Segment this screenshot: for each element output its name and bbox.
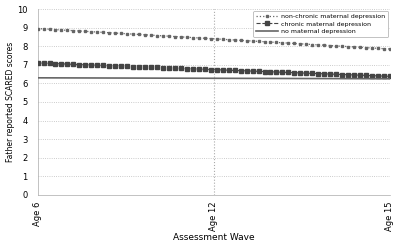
no maternal depression: [35, 76, 40, 79]
chronic maternal depression: [35, 62, 40, 64]
chronic maternal depression: [95, 64, 100, 67]
non-chronic maternal depression: [155, 34, 160, 37]
non-chronic maternal depression: [35, 27, 40, 30]
Y-axis label: Father reported SCARED scores: Father reported SCARED scores: [6, 42, 14, 162]
chronic maternal depression: [137, 65, 142, 68]
chronic maternal depression: [388, 75, 392, 78]
no maternal depression: [95, 76, 100, 79]
X-axis label: Assessment Wave: Assessment Wave: [173, 233, 254, 243]
non-chronic maternal depression: [256, 40, 261, 43]
chronic maternal depression: [125, 65, 130, 68]
chronic maternal depression: [155, 66, 160, 69]
no maternal depression: [256, 77, 261, 80]
no maternal depression: [388, 77, 392, 80]
no maternal depression: [149, 77, 154, 80]
non-chronic maternal depression: [125, 32, 130, 35]
non-chronic maternal depression: [95, 31, 100, 33]
non-chronic maternal depression: [137, 33, 142, 36]
Line: non-chronic maternal depression: non-chronic maternal depression: [36, 27, 391, 50]
Line: no maternal depression: no maternal depression: [38, 78, 390, 79]
non-chronic maternal depression: [388, 48, 392, 51]
no maternal depression: [125, 77, 130, 80]
non-chronic maternal depression: [149, 34, 154, 37]
Line: chronic maternal depression: chronic maternal depression: [36, 62, 392, 78]
chronic maternal depression: [256, 70, 261, 73]
Legend: non-chronic maternal depression, chronic maternal depression, no maternal depres: non-chronic maternal depression, chronic…: [253, 11, 388, 37]
chronic maternal depression: [149, 66, 154, 69]
no maternal depression: [155, 77, 160, 80]
no maternal depression: [137, 77, 142, 80]
